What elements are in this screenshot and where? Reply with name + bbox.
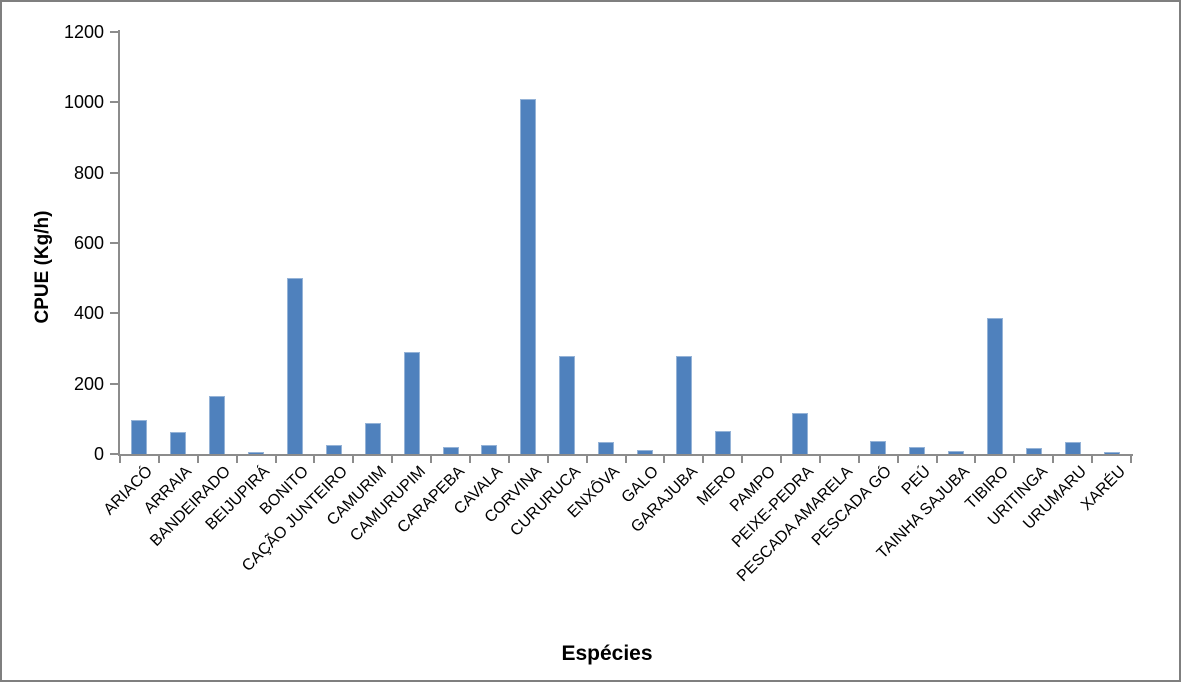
y-tick-mark bbox=[110, 242, 118, 244]
bar bbox=[520, 99, 536, 454]
x-axis-line bbox=[118, 454, 1133, 456]
x-tick-mark bbox=[274, 456, 277, 463]
bar bbox=[715, 431, 731, 454]
bar bbox=[248, 452, 264, 454]
x-tick-mark bbox=[780, 456, 783, 463]
x-tick-mark bbox=[391, 456, 394, 463]
bar bbox=[365, 423, 381, 454]
x-tick-mark bbox=[935, 456, 938, 463]
y-tick-mark bbox=[110, 101, 118, 104]
bar bbox=[170, 432, 186, 454]
x-tick-mark bbox=[430, 456, 433, 463]
bar bbox=[131, 420, 147, 454]
bar bbox=[792, 413, 808, 454]
x-tick-mark bbox=[702, 456, 705, 463]
bar bbox=[481, 445, 497, 454]
x-tick-mark bbox=[546, 456, 549, 463]
bar bbox=[948, 451, 964, 454]
x-tick-mark bbox=[624, 456, 627, 463]
x-tick-mark bbox=[741, 456, 744, 463]
bar bbox=[404, 352, 420, 454]
x-tick-mark bbox=[196, 456, 199, 463]
bar bbox=[1104, 452, 1120, 454]
bar bbox=[676, 356, 692, 454]
bar bbox=[909, 447, 925, 454]
x-tick-mark bbox=[235, 456, 238, 463]
y-tick-label: 400 bbox=[73, 303, 104, 324]
bar bbox=[1026, 448, 1042, 454]
y-tick-mark bbox=[110, 31, 118, 33]
bar bbox=[559, 356, 575, 454]
x-axis-title: Espécies bbox=[561, 642, 653, 665]
x-tick-mark bbox=[896, 456, 899, 463]
y-tick-label: 0 bbox=[93, 444, 104, 464]
bar bbox=[209, 396, 225, 454]
bar bbox=[1065, 442, 1081, 454]
bar bbox=[870, 441, 886, 454]
x-tick-mark bbox=[468, 456, 471, 463]
y-tick-mark bbox=[110, 382, 118, 385]
x-tick-mark bbox=[974, 456, 977, 463]
x-tick-mark bbox=[1091, 456, 1094, 463]
x-tick-mark bbox=[818, 456, 821, 463]
y-tick-label: 200 bbox=[73, 373, 104, 394]
y-tick-label: 600 bbox=[73, 233, 104, 253]
bar bbox=[598, 442, 614, 454]
y-tick-label: 1000 bbox=[63, 92, 104, 113]
x-tick-mark bbox=[507, 456, 510, 463]
x-tick-mark bbox=[1130, 456, 1132, 463]
y-axis-line bbox=[118, 30, 120, 456]
y-tick-mark bbox=[110, 171, 118, 174]
y-tick-label: 800 bbox=[73, 162, 104, 183]
x-tick-mark bbox=[352, 456, 355, 463]
x-tick-mark bbox=[313, 456, 316, 463]
y-tick-mark bbox=[110, 312, 118, 315]
bar bbox=[987, 318, 1003, 454]
x-tick-mark bbox=[663, 456, 666, 463]
x-tick-mark bbox=[857, 456, 860, 463]
bar bbox=[326, 445, 342, 454]
y-tick-mark bbox=[110, 453, 118, 455]
y-tick-label: 1200 bbox=[63, 22, 104, 42]
x-tick-mark bbox=[1013, 456, 1016, 463]
x-tick-mark bbox=[119, 456, 121, 463]
bar bbox=[637, 450, 653, 454]
bar bbox=[443, 447, 459, 454]
x-tick-mark bbox=[585, 456, 588, 463]
x-tick-mark bbox=[1052, 456, 1055, 463]
bar bbox=[287, 278, 303, 454]
x-tick-mark bbox=[157, 456, 160, 463]
